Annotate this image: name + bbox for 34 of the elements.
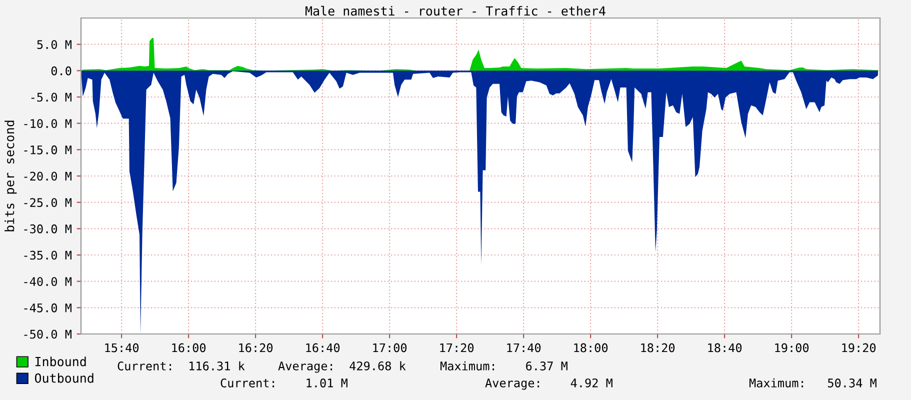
y-tick-label: -20.0 M bbox=[24, 172, 72, 181]
x-tick-label: 15:40 bbox=[105, 343, 139, 352]
y-tick-label: -10.0 M bbox=[24, 119, 72, 128]
x-tick-label: 16:00 bbox=[172, 343, 206, 352]
x-tick-label: 18:00 bbox=[574, 343, 608, 352]
x-tick-label: 19:00 bbox=[775, 343, 809, 352]
text: Average: 429.68 k bbox=[278, 361, 406, 373]
text: Current: 1.01 M bbox=[220, 378, 348, 388]
x-tick-label: 16:40 bbox=[306, 343, 340, 352]
y-tick-label: -40.0 M bbox=[24, 277, 72, 286]
x-tick-label: 19:20 bbox=[842, 343, 876, 352]
x-tick-label: 18:20 bbox=[641, 343, 675, 352]
x-tick-label: 17:00 bbox=[373, 343, 407, 352]
y-tick-label: -30.0 M bbox=[24, 224, 72, 234]
x-tick-label: 16:20 bbox=[239, 343, 273, 352]
chart-title: Male namesti - router - Traffic - ether4 bbox=[306, 6, 606, 16]
y-tick-label: -5.0 M bbox=[31, 92, 72, 102]
text: Current: 116.31 k bbox=[118, 361, 245, 370]
y-tick-label: -25.0 M bbox=[24, 198, 72, 208]
legend-label: Inbound bbox=[35, 356, 86, 366]
y-tick-label: 0.0 bbox=[51, 66, 72, 76]
y-tick-label: -35.0 M bbox=[24, 250, 72, 260]
x-tick-label: 17:40 bbox=[507, 343, 541, 352]
y-axis-title: bits per second bbox=[4, 120, 17, 232]
legend-label: Outbound bbox=[34, 373, 94, 383]
y-tick-label: -45.0 M bbox=[24, 303, 72, 312]
x-tick-label: 17:20 bbox=[440, 343, 474, 352]
y-tick-label: 5.0 M bbox=[37, 40, 72, 50]
y-tick-label: -50.0 M bbox=[24, 330, 72, 339]
x-tick-label: 18:40 bbox=[708, 343, 742, 352]
text: Maximum: 6.37 M bbox=[440, 361, 568, 370]
y-tick-label: -15.0 M bbox=[24, 145, 72, 154]
text: Average: 4.92 M bbox=[485, 378, 612, 390]
text: Maximum: 50.34 M bbox=[749, 378, 876, 388]
